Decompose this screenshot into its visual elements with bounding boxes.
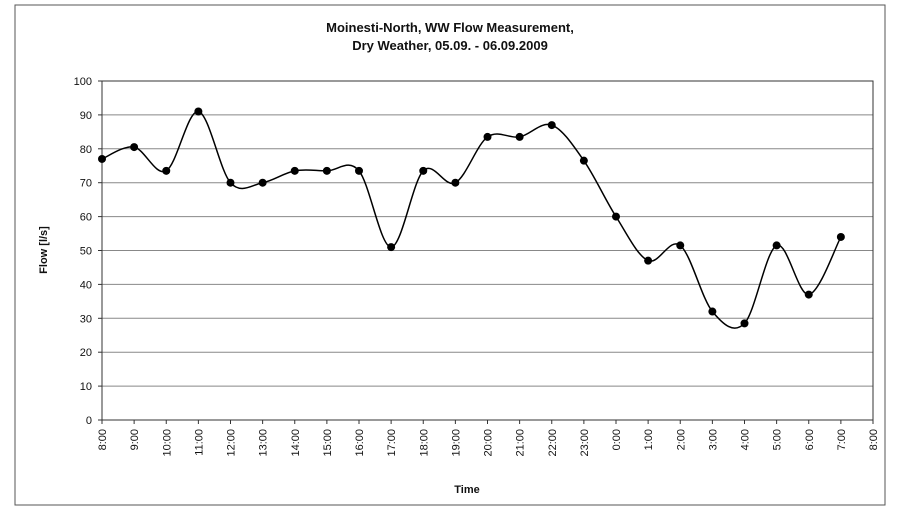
y-axis-label: Flow [l/s] [38,226,50,274]
x-tick-label: 22:00 [547,429,559,457]
marker [579,156,588,165]
y-tick-label: 50 [80,246,92,258]
x-axis-label: Time [454,484,479,496]
x-tick-label: 3:00 [707,429,719,450]
chart-frame [14,4,886,506]
x-tick-label: 9:00 [129,429,141,450]
x-tick-label: 15:00 [322,429,334,457]
marker [451,178,460,187]
x-tick-label: 21:00 [515,429,527,457]
x-tick-label: 5:00 [772,429,784,450]
marker [644,256,653,265]
marker [98,154,106,163]
line [101,110,842,329]
x-tick-label: 23:00 [579,429,591,457]
x-tick-label: 10:00 [161,429,173,457]
y-tick-label: 80 [80,144,92,156]
chart-title: Dry Weather, 05.09. - 06.09.2009 [352,38,548,53]
marker [290,166,299,175]
chart-title: Moinesti-North, WW Flow Measurement, [326,20,574,35]
marker [162,166,171,175]
marker [387,243,396,252]
marker [483,132,492,141]
y-tick-label: 60 [80,212,92,224]
marker [355,166,363,175]
marker [772,241,781,250]
x-tick-label: 1:00 [643,429,655,450]
x-tick-label: 2:00 [675,429,687,450]
marker [194,107,203,116]
x-tick-label: 4:00 [740,429,752,450]
marker [836,232,845,241]
marker [708,307,717,316]
y-tick-label: 90 [80,110,92,122]
x-tick-label: 16:00 [354,429,366,457]
marker [419,166,428,175]
y-tick-label: 20 [80,347,92,359]
x-tick-label: 18:00 [418,429,430,457]
x-tick-label: 17:00 [386,429,398,457]
marker [226,178,235,187]
marker [322,166,331,175]
marker [130,143,139,152]
x-tick-label: 11:00 [193,429,205,456]
marker [676,241,685,250]
y-tick-label: 40 [80,279,92,291]
y-tick-label: 100 [74,76,92,88]
x-tick-label: 0:00 [611,429,623,450]
y-tick-label: 70 [80,178,92,190]
y-tick-label: 10 [80,381,92,393]
x-tick-label: 8:00 [868,429,880,450]
y-tick-label: 0 [86,415,92,427]
x-tick-label: 7:00 [836,429,848,450]
x-tick-label: 20:00 [483,429,495,457]
marker [740,319,749,328]
marker [804,290,813,299]
marker [258,178,267,187]
marker [515,132,524,141]
x-tick-label: 14:00 [290,429,302,457]
x-tick-label: 6:00 [804,429,816,450]
x-tick-label: 8:00 [97,429,109,450]
marker [612,212,620,221]
marker [547,121,556,130]
x-tick-label: 12:00 [226,429,238,457]
x-tick-label: 13:00 [258,429,270,457]
x-tick-label: 19:00 [450,429,462,457]
y-tick-label: 30 [80,313,92,325]
